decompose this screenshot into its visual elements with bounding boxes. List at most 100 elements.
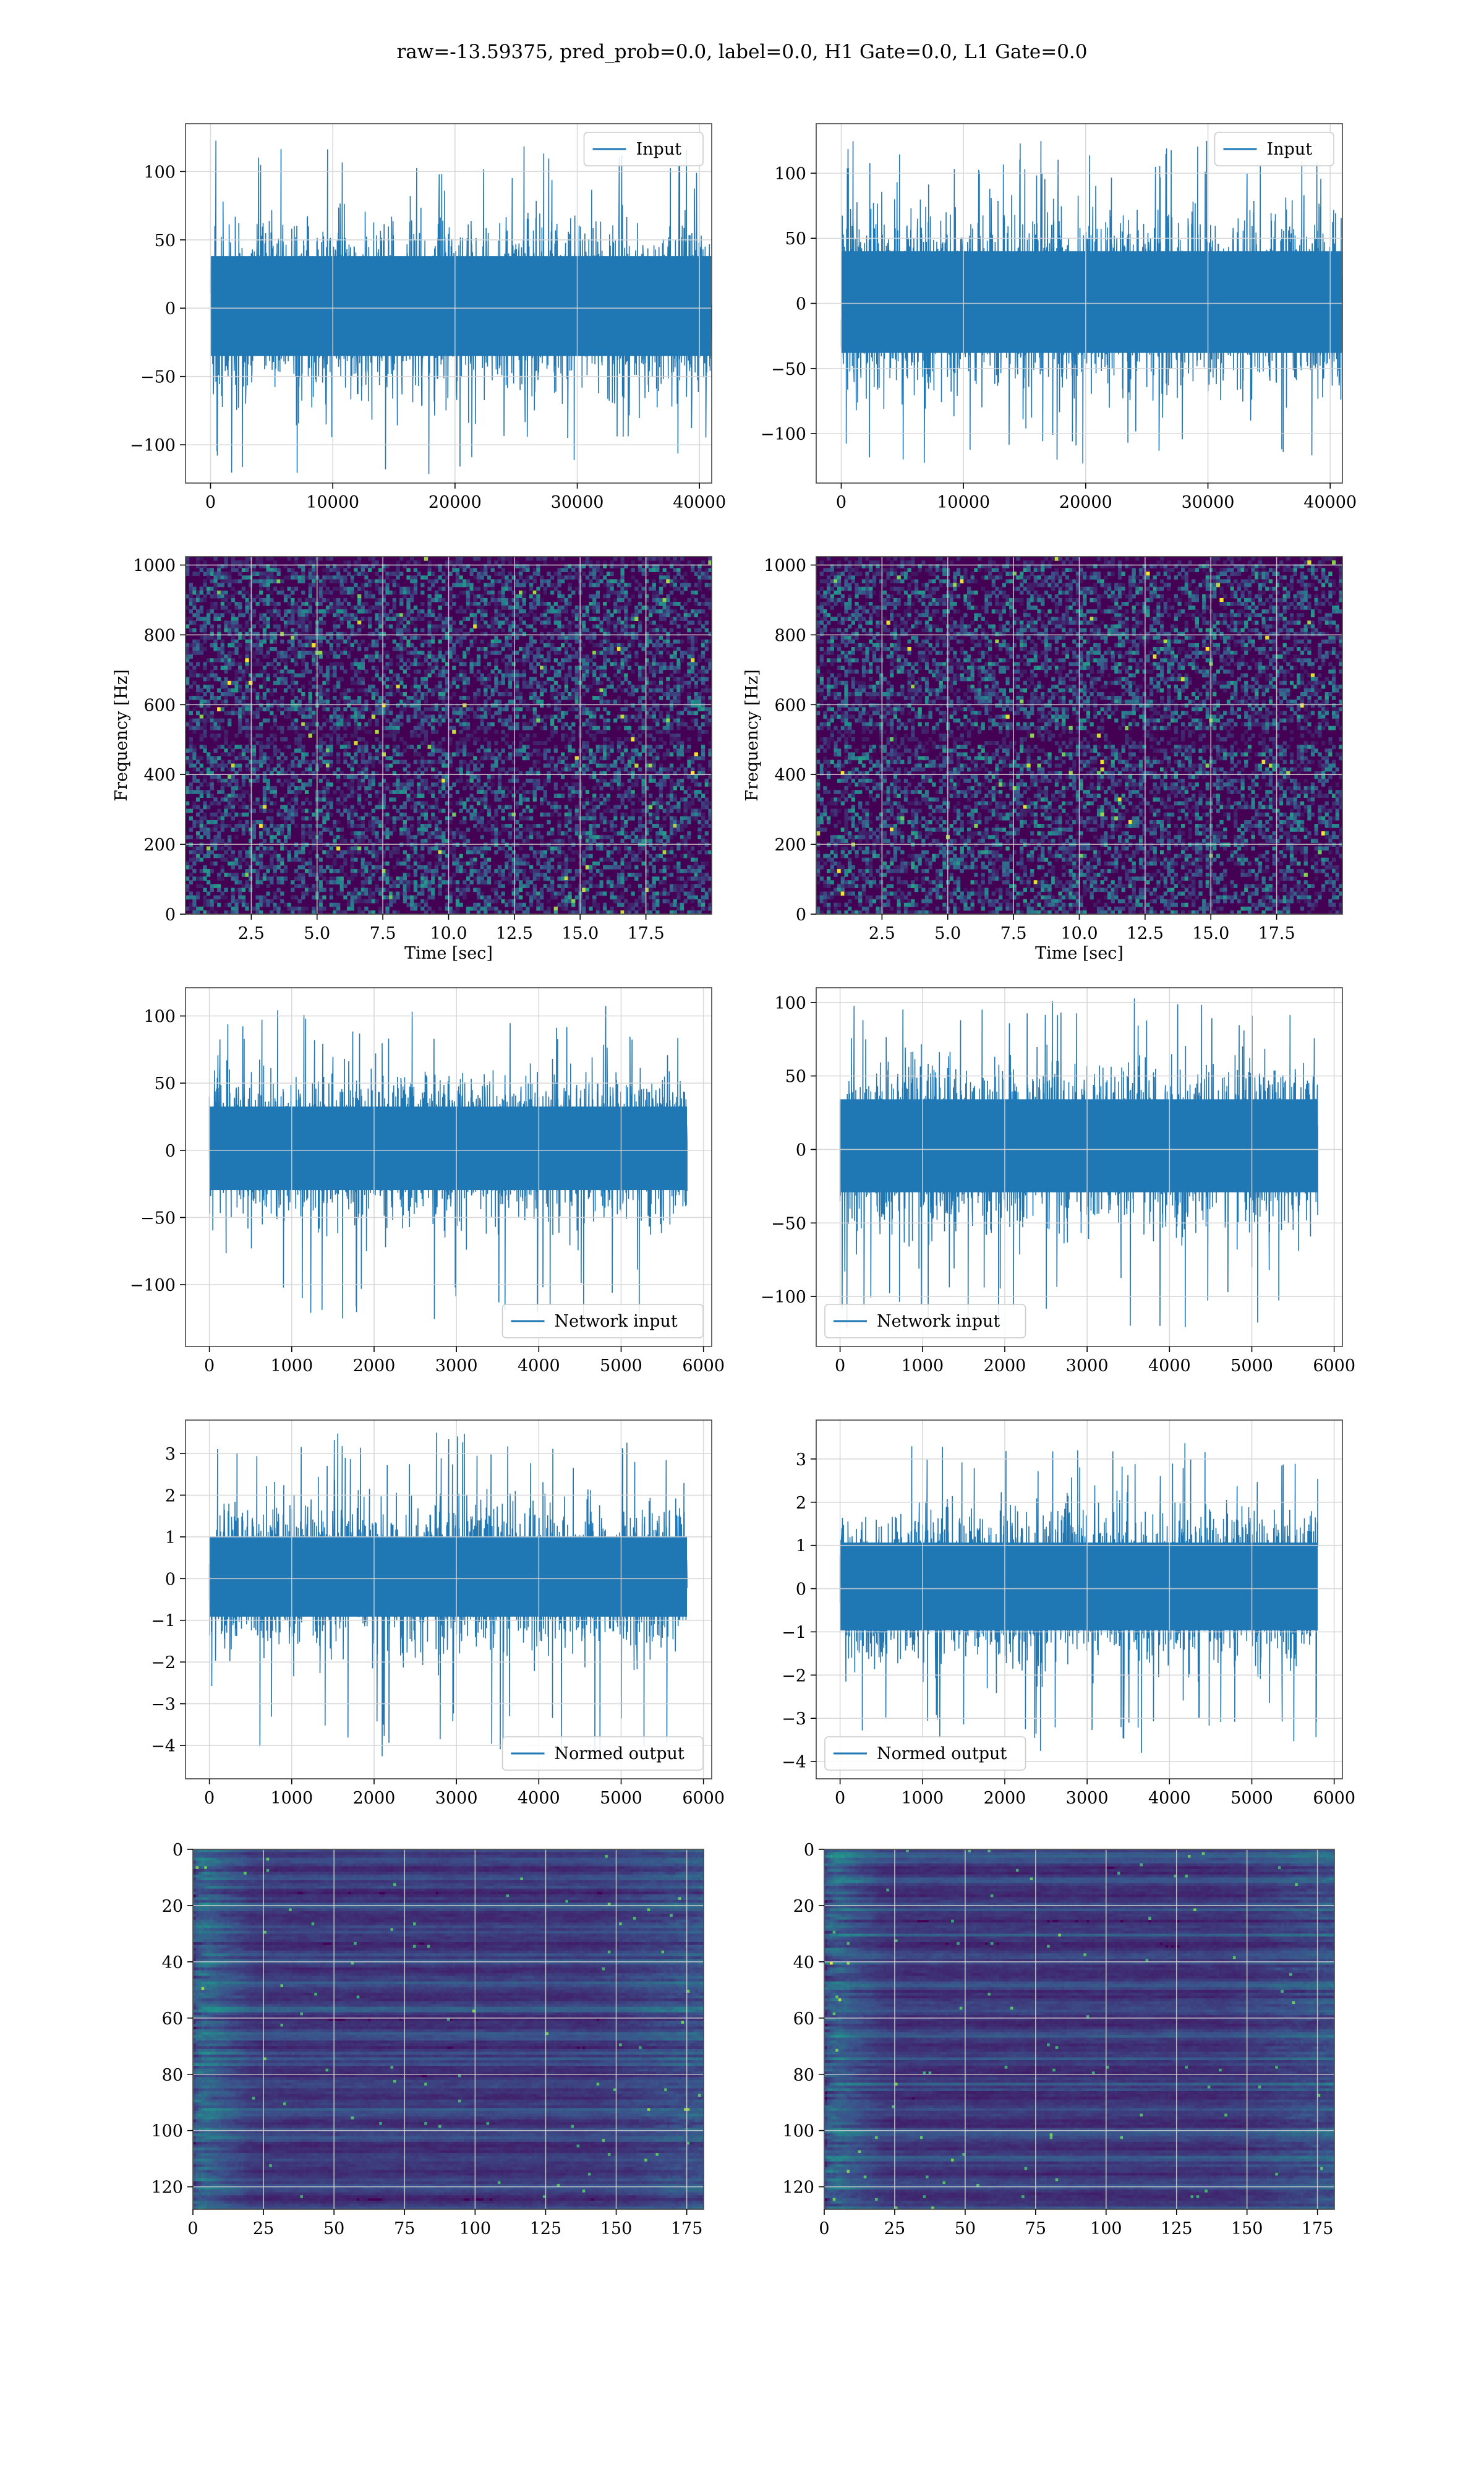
l1-input-xtick-label-3: 30000: [1182, 493, 1235, 512]
l1-input-xtick-label-2: 20000: [1059, 493, 1112, 512]
l1-normed-output-ytick-label-2: −2: [782, 1666, 806, 1685]
h1-activations-xtick-label-3: 75: [394, 2219, 415, 2238]
h1-spectrogram-ytick-label-1: 200: [143, 836, 176, 855]
h1-spectrogram-xtick-label-0: 2.5: [238, 924, 265, 943]
l1-network-input-ytick-label-2: 0: [796, 1141, 806, 1160]
l1-spectrogram-xtick-label-6: 17.5: [1258, 924, 1295, 943]
h1-spectrogram-ylabel: Frequency [Hz]: [112, 669, 131, 801]
l1-normed-output-xtick-label-1: 1000: [901, 1789, 944, 1808]
h1-input-xtick-label-0: 0: [205, 493, 216, 512]
l1-spectrogram-ytick-label-2: 400: [774, 766, 806, 785]
h1-normed-output-xtick-label-0: 0: [204, 1789, 215, 1808]
l1-input-ytick-label-0: −100: [761, 425, 806, 444]
l1-input-ytick-label-3: 50: [785, 229, 806, 249]
l1-network-input-xtick-label-5: 5000: [1230, 1356, 1273, 1376]
h1-normed-output-axes: 0 1000 2000 3000 4000 5000 6000−4−3−2−10123Nor…: [151, 1420, 725, 1808]
h1-network-input-ytick-label-4: 100: [143, 1008, 176, 1027]
l1-activations-xtick-label-2: 50: [955, 2219, 976, 2238]
l1-normed-output-plot-area: [816, 1420, 1342, 1779]
l1-activations-xtick-label-0: 0: [819, 2219, 829, 2238]
l1-normed-output-legend-label: Normed output: [877, 1744, 1007, 1763]
l1-activations-ytick-label-0: 0: [804, 1841, 814, 1860]
h1-spectrogram-xtick-label-6: 17.5: [628, 924, 665, 943]
l1-normed-output-ytick-label-4: 0: [796, 1580, 806, 1599]
l1-network-input-legend: Network input: [825, 1304, 1026, 1338]
h1-input-xtick-label-2: 20000: [429, 493, 482, 512]
l1-spectrogram-xtick-label-1: 5.0: [934, 924, 961, 943]
h1-activations-ytick-label-0: 0: [173, 1841, 183, 1860]
h1-network-input-legend: Network input: [503, 1304, 704, 1338]
l1-activations-ytick-label-2: 40: [793, 1953, 814, 1972]
h1-normed-output-ytick-label-0: −4: [151, 1737, 176, 1756]
l1-spectrogram-ytick-label-4: 800: [774, 626, 806, 645]
h1-network-input-ytick-label-1: −50: [140, 1209, 176, 1228]
h1-network-input-ytick-label-3: 50: [155, 1074, 176, 1094]
l1-network-input-axes: 0 1000 2000 3000 4000 5000 6000−100−50050100Ne…: [761, 988, 1355, 1376]
l1-normed-output-xtick-label-0: 0: [835, 1789, 845, 1808]
h1-activations-heatmap-image: [193, 1849, 704, 2210]
l1-input-ytick-label-4: 100: [774, 165, 806, 184]
l1-activations-heatmap-image: [824, 1849, 1335, 2210]
l1-activations-xtick-label-4: 100: [1090, 2219, 1122, 2238]
l1-network-input-xtick-label-0: 0: [835, 1356, 845, 1376]
l1-activations-ytick-label-4: 80: [793, 2066, 814, 2085]
h1-network-input-xtick-label-3: 3000: [435, 1356, 478, 1376]
l1-network-input-ytick-label-0: −100: [761, 1288, 806, 1307]
h1-normed-output-plot-area: [186, 1420, 712, 1779]
l1-spectrogram-xtick-label-4: 12.5: [1127, 924, 1164, 943]
l1-spectrogram-xtick-label-0: 2.5: [869, 924, 895, 943]
h1-spectrogram-ytick-label-0: 0: [165, 905, 176, 925]
l1-input-ytick-label-1: −50: [771, 360, 806, 379]
l1-normed-output-ytick-label-3: −1: [782, 1623, 806, 1642]
l1-normed-output-ytick-label-0: −4: [782, 1753, 806, 1772]
l1-network-input-legend-label: Network input: [877, 1312, 1000, 1331]
l1-spectrogram-plot-area: [816, 557, 1343, 915]
l1-normed-output-xtick-label-6: 6000: [1313, 1789, 1355, 1808]
h1-activations-plot-area: [193, 1849, 704, 2210]
h1-spectrogram-plot-area: [186, 557, 712, 915]
h1-activations-ytick-label-6: 120: [151, 2178, 183, 2198]
h1-spectrogram-axes: 2.5 5.0 7.5 10.0 12.5 15.0 17.5020040060080010…: [112, 557, 712, 963]
l1-input-xtick-label-4: 40000: [1303, 493, 1357, 512]
l1-spectrogram-ytick-label-5: 1000: [764, 557, 806, 576]
h1-input-plot-area: [186, 124, 712, 483]
h1-network-input-xtick-label-5: 5000: [600, 1356, 642, 1376]
l1-input-xtick-label-0: 0: [836, 493, 846, 512]
h1-network-input-ytick-label-2: 0: [165, 1142, 176, 1161]
h1-normed-output-ytick-label-5: 1: [165, 1528, 176, 1547]
l1-spectrogram-ylabel: Frequency [Hz]: [743, 669, 762, 801]
h1-activations-ytick-label-4: 80: [162, 2066, 183, 2085]
l1-spectrogram-ytick-label-0: 0: [796, 905, 806, 925]
h1-spectrogram-ytick-label-3: 600: [143, 696, 176, 715]
h1-activations-xtick-label-1: 25: [253, 2219, 274, 2238]
l1-network-input-xtick-label-3: 3000: [1066, 1356, 1109, 1376]
h1-spectrogram-ytick-label-5: 1000: [133, 557, 176, 576]
l1-activations-ytick-label-5: 100: [782, 2122, 814, 2141]
l1-spectrogram-xlabel: Time [sec]: [1035, 944, 1124, 963]
h1-spectrogram-xtick-label-1: 5.0: [304, 924, 330, 943]
h1-normed-output-ytick-label-4: 0: [165, 1570, 176, 1589]
l1-network-input-ytick-label-4: 100: [774, 994, 806, 1013]
l1-activations-xtick-label-5: 125: [1161, 2219, 1193, 2238]
h1-network-input-xtick-label-6: 6000: [682, 1356, 725, 1376]
h1-activations-xtick-label-6: 150: [600, 2219, 633, 2238]
h1-input-xtick-label-4: 40000: [673, 493, 726, 512]
l1-input-xtick-label-1: 10000: [937, 493, 990, 512]
l1-network-input-series-core: [840, 1099, 1318, 1192]
l1-spectrogram-xtick-label-2: 7.5: [1000, 924, 1027, 943]
h1-normed-output-xtick-label-5: 5000: [600, 1789, 642, 1808]
h1-activations-xtick-label-5: 125: [530, 2219, 562, 2238]
h1-network-input-series-core: [210, 1106, 687, 1190]
l1-spectrogram-ytick-label-1: 200: [774, 836, 806, 855]
h1-normed-output-xtick-label-4: 4000: [518, 1789, 560, 1808]
l1-activations-ytick-label-6: 120: [782, 2178, 814, 2198]
h1-input-xtick-label-3: 30000: [551, 493, 604, 512]
h1-activations-ytick-label-1: 20: [162, 1897, 183, 1916]
h1-input-ytick-label-2: 0: [165, 299, 176, 319]
l1-normed-output-xtick-label-3: 3000: [1066, 1789, 1109, 1808]
